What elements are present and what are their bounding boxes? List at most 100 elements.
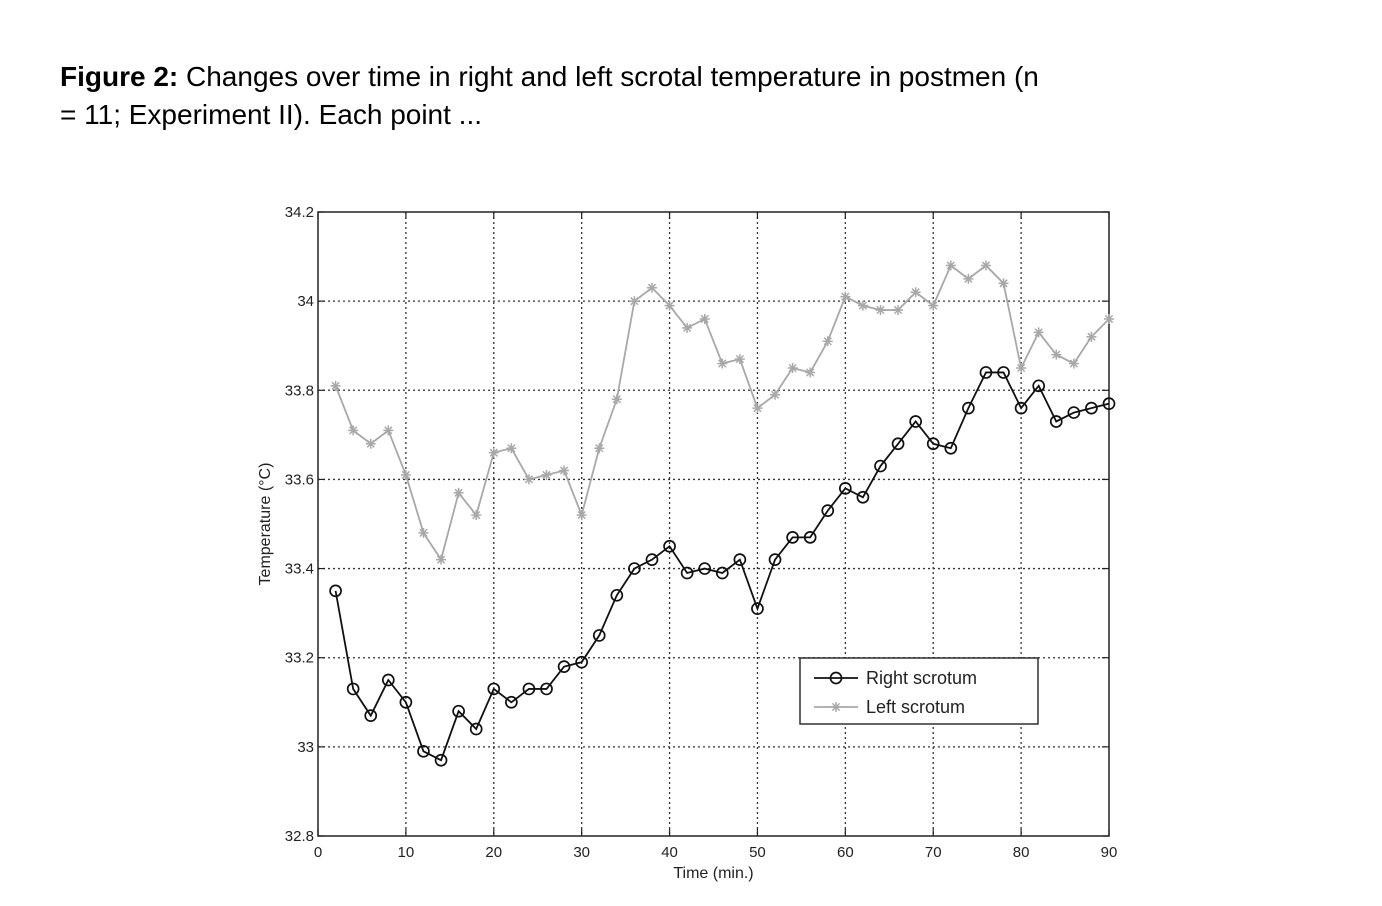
data-point <box>1033 327 1044 338</box>
data-point <box>645 553 659 567</box>
data-point <box>330 380 341 391</box>
y-tick-label: 34 <box>297 293 314 310</box>
data-point <box>471 510 482 521</box>
y-tick-label: 33.4 <box>285 561 314 578</box>
star-stroke <box>718 359 727 368</box>
star-stroke <box>788 363 797 373</box>
plot-frame <box>317 211 1110 837</box>
data-point <box>891 437 905 451</box>
data-point <box>436 554 447 565</box>
data-point <box>944 441 958 455</box>
data-point <box>610 588 624 602</box>
series-right-scrotum <box>329 366 1116 767</box>
x-tick-label: 80 <box>1013 844 1030 861</box>
y-tick-label: 33.6 <box>285 471 314 488</box>
data-point <box>487 682 501 696</box>
data-point <box>768 553 782 567</box>
data-point <box>364 709 378 723</box>
star-stroke <box>489 448 498 457</box>
data-point <box>893 305 904 316</box>
data-point <box>365 438 376 449</box>
data-point <box>752 403 763 414</box>
data-point <box>1085 401 1098 415</box>
star-stroke <box>647 283 657 292</box>
star-stroke <box>436 555 446 564</box>
legend-item: Left scrotum <box>814 697 965 717</box>
star-stroke <box>524 475 534 484</box>
legend-label: Right scrotum <box>866 668 977 688</box>
star-stroke <box>876 305 885 315</box>
data-point <box>803 531 817 544</box>
data-point <box>417 744 430 758</box>
data-point <box>857 300 868 311</box>
star-stroke <box>823 337 832 346</box>
data-point <box>1086 331 1097 342</box>
star-stroke <box>349 426 358 435</box>
data-point <box>453 487 464 498</box>
star-stroke <box>683 323 692 333</box>
star-stroke <box>964 274 973 283</box>
series-line <box>334 371 1110 762</box>
star-stroke <box>858 301 868 310</box>
data-point <box>346 682 360 696</box>
data-point <box>945 260 956 271</box>
star-stroke <box>507 444 516 453</box>
star-stroke <box>401 470 411 480</box>
y-tick-label: 32.8 <box>285 828 314 845</box>
data-point <box>522 682 536 696</box>
data-point <box>928 300 939 311</box>
star-stroke <box>612 395 621 404</box>
data-point <box>1049 415 1063 428</box>
data-point <box>575 655 589 669</box>
star-stroke <box>559 466 569 475</box>
data-point <box>856 490 870 504</box>
x-axis-label: Time (min.) <box>673 865 753 882</box>
star-stroke <box>841 292 850 301</box>
star-stroke <box>735 354 744 364</box>
data-point <box>488 447 499 458</box>
star-stroke <box>946 261 955 270</box>
star-stroke <box>472 510 481 520</box>
axes: 0 10 20 30 40 50 60 70 80 90 32.8 33 33.2 33.4 33.6 33.… <box>257 204 1117 882</box>
star-stroke <box>595 444 604 453</box>
star-stroke <box>1016 363 1026 373</box>
star-stroke <box>630 297 639 306</box>
star-stroke <box>893 305 903 315</box>
data-point <box>874 459 887 473</box>
star-stroke <box>911 288 920 297</box>
data-point <box>699 313 710 324</box>
data-point <box>1067 406 1081 419</box>
data-point <box>594 443 605 454</box>
data-point <box>540 682 553 696</box>
data-point <box>751 602 764 616</box>
data-point <box>329 584 342 598</box>
y-tick-label: 33.2 <box>285 650 314 667</box>
data-point <box>1016 363 1027 373</box>
data-point <box>418 527 429 538</box>
y-axis-label: Temperature (°C) <box>257 463 274 586</box>
data-point <box>383 425 394 436</box>
data-point <box>1068 358 1079 369</box>
data-point <box>434 753 448 767</box>
y-tick-label: 34.2 <box>285 204 314 221</box>
star-stroke <box>384 426 393 435</box>
data-point <box>998 278 1009 289</box>
data-point <box>628 562 641 575</box>
data-point <box>680 566 694 580</box>
x-tick-label: 0 <box>314 844 322 861</box>
star-stroke <box>753 403 762 413</box>
data-point <box>592 629 606 642</box>
data-point <box>979 366 993 379</box>
data-point <box>557 660 571 673</box>
star-stroke <box>1087 332 1096 341</box>
star-stroke <box>981 261 991 270</box>
data-point <box>821 504 835 517</box>
star-stroke <box>1034 328 1043 337</box>
x-tick-label: 60 <box>837 844 854 861</box>
x-tick-label: 70 <box>925 844 942 861</box>
series-layer <box>329 260 1116 767</box>
data-point <box>576 510 587 521</box>
figure-caption: Figure 2: Changes over time in right and… <box>60 58 1060 134</box>
x-tick-label: 90 <box>1101 844 1118 861</box>
